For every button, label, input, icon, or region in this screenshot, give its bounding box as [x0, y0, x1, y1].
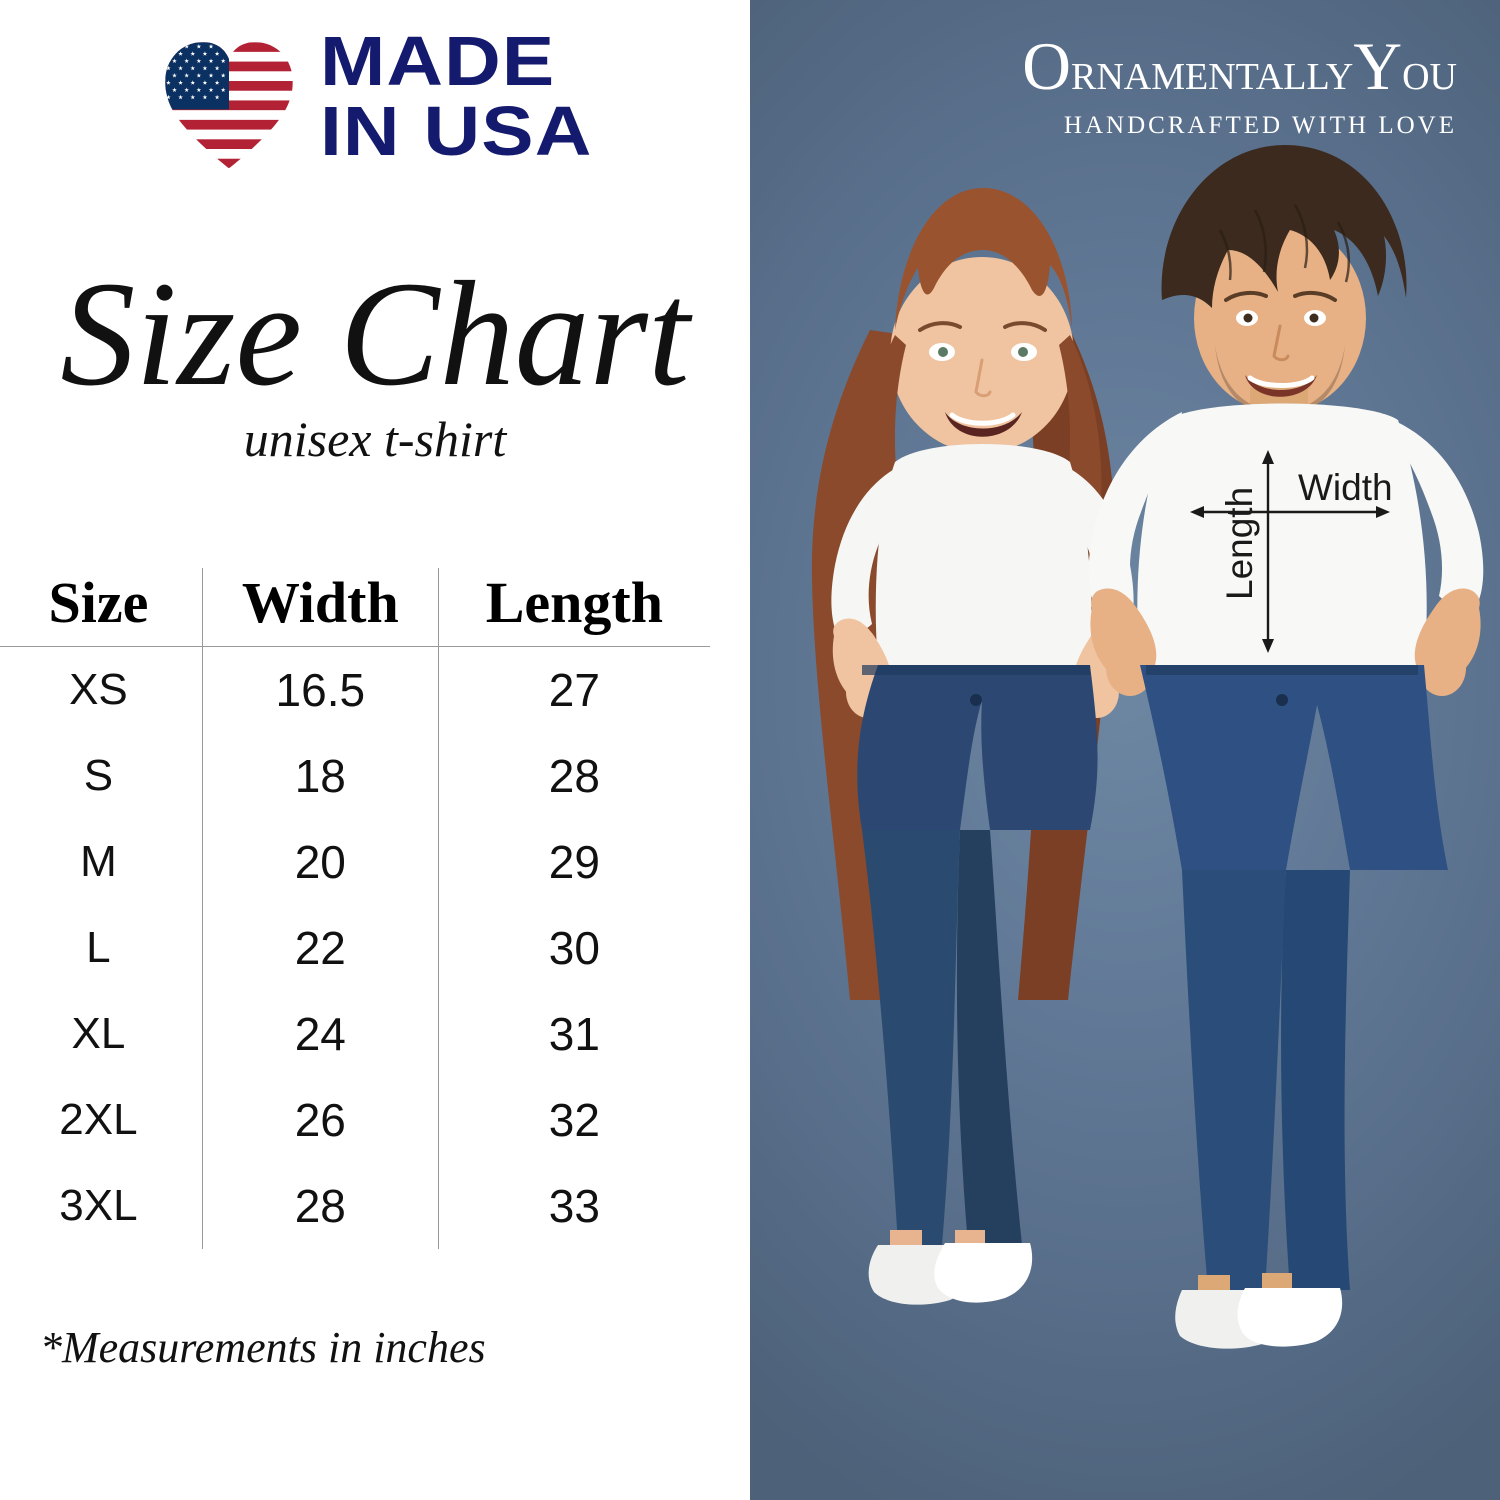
svg-text:Length: Length — [1219, 487, 1260, 600]
svg-text:Width: Width — [1298, 467, 1393, 508]
